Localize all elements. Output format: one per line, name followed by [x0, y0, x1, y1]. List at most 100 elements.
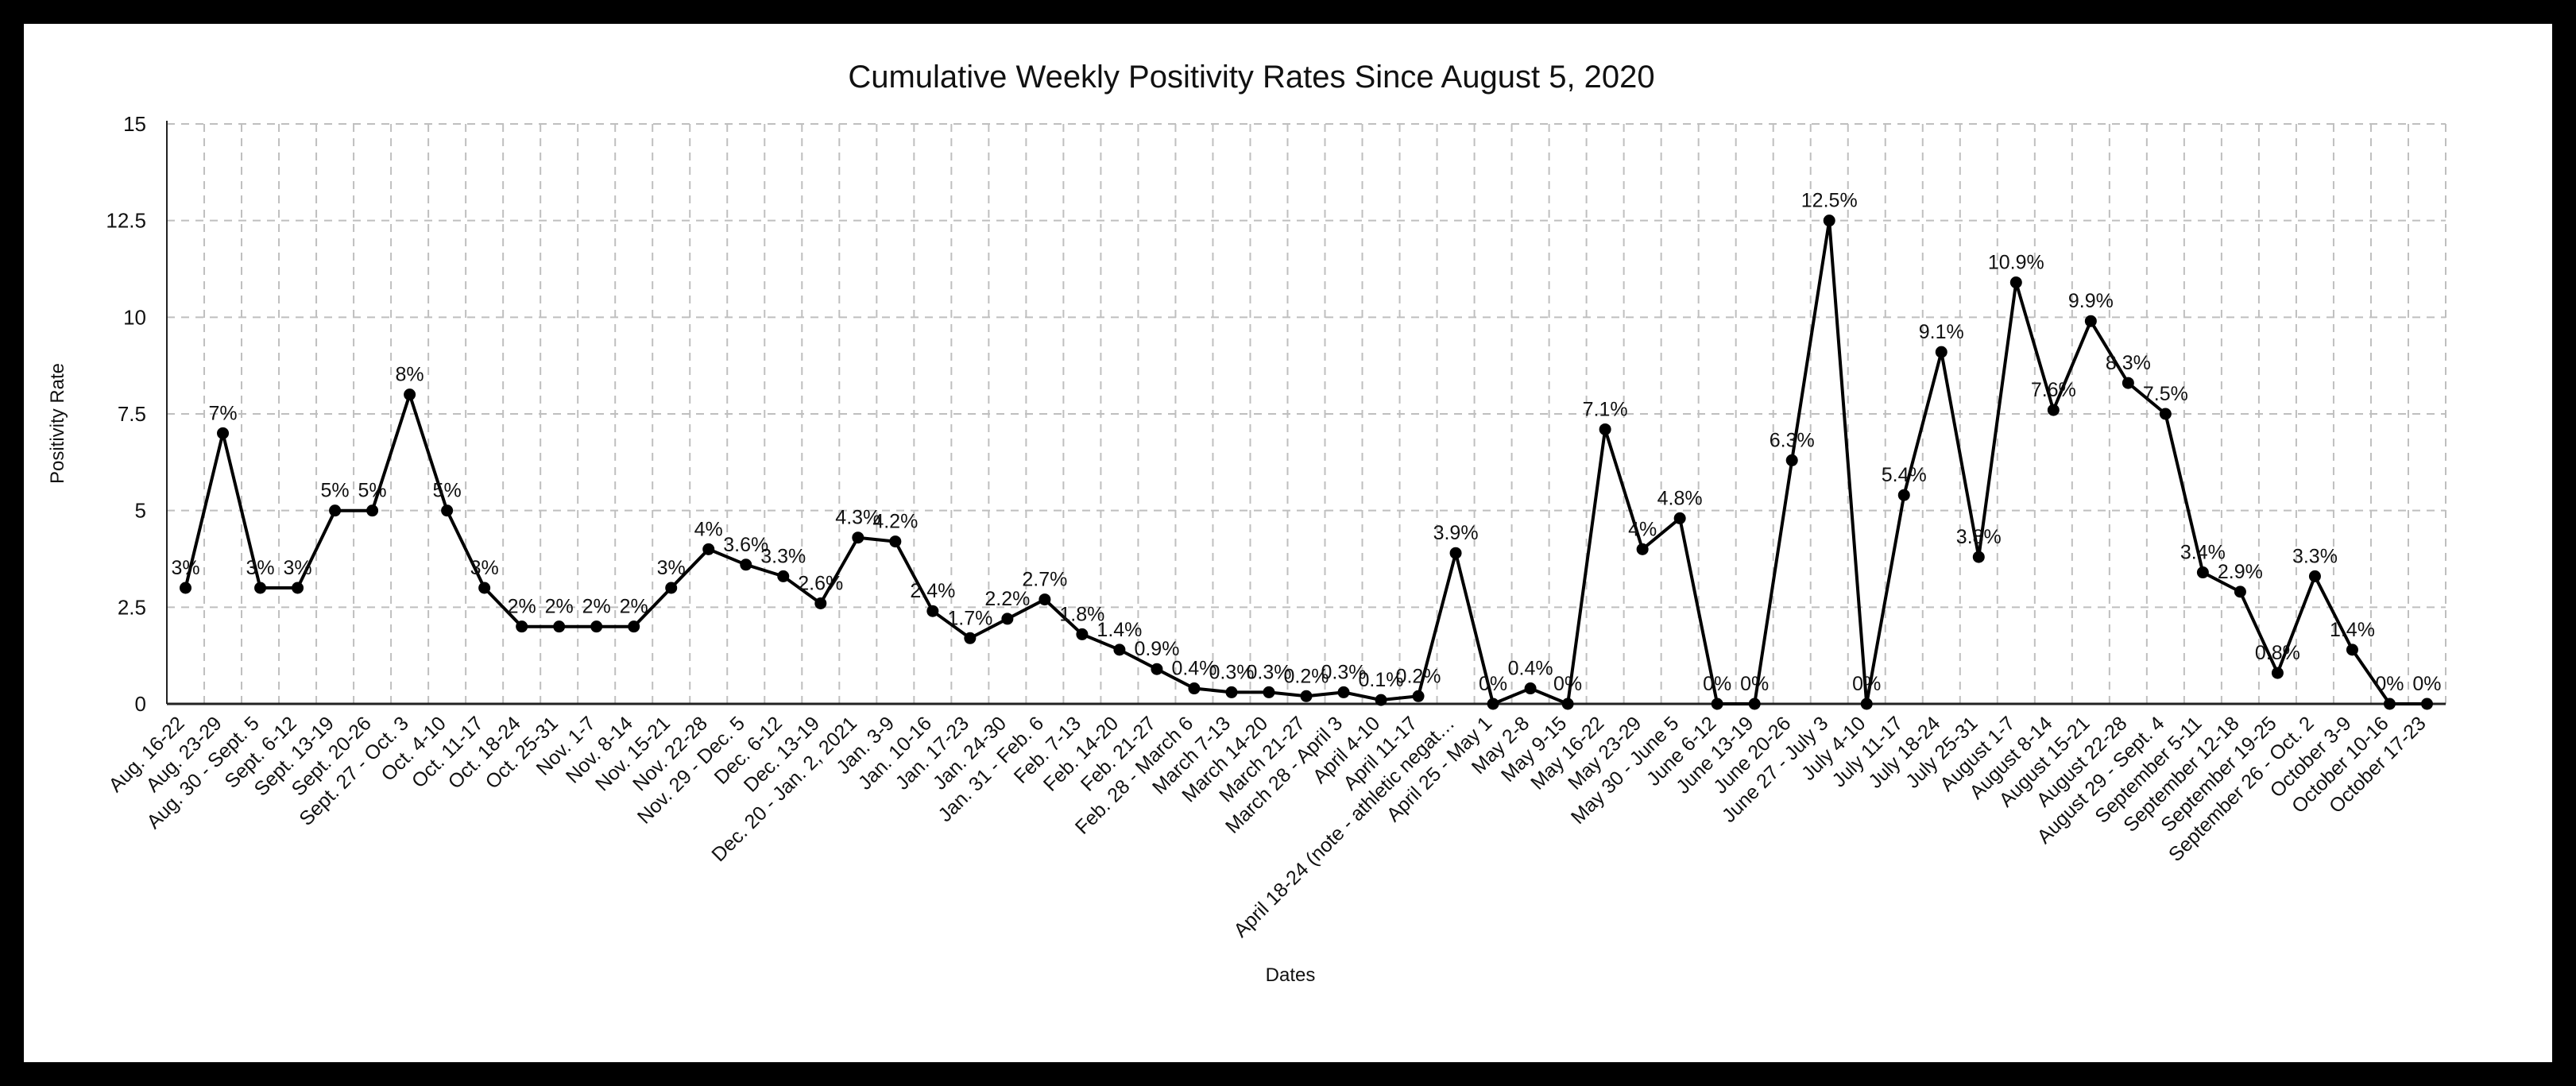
data-point	[2234, 586, 2246, 598]
data-label: 0%	[1479, 673, 1507, 695]
gridlines	[167, 123, 2446, 704]
data-label: 12.5%	[1801, 190, 1858, 212]
data-label: 4%	[1628, 518, 1657, 540]
data-label: 0.1%	[1359, 669, 1404, 691]
data-label: 10.9%	[1988, 252, 2044, 274]
data-point	[1113, 643, 1126, 656]
data-label: 4.3%	[835, 507, 880, 529]
data-label: 0%	[1852, 673, 1881, 695]
chart-frame: Cumulative Weekly Positivity Rates Since…	[24, 24, 2552, 1062]
data-point	[1897, 489, 1910, 501]
data-point	[1823, 214, 1835, 227]
data-point	[814, 597, 827, 609]
data-label: 2%	[545, 596, 574, 618]
y-tick-label: 12.5	[106, 209, 146, 233]
data-point	[2009, 276, 2022, 289]
data-point	[2308, 570, 2321, 582]
chart-title: Cumulative Weekly Positivity Rates Since…	[848, 60, 1654, 95]
data-label: 5.4%	[1882, 464, 1927, 486]
axes	[166, 121, 2446, 705]
data-label: 0.3%	[1209, 661, 1254, 683]
data-label: 0.2%	[1396, 665, 1441, 687]
data-point	[1673, 512, 1686, 524]
data-point	[1524, 682, 1537, 695]
data-label: 2.9%	[2218, 561, 2263, 583]
data-label: 0%	[1740, 673, 1769, 695]
data-point	[329, 504, 342, 517]
data-point	[2084, 315, 2097, 327]
data-label: 1.7%	[947, 607, 992, 629]
data-label: 5%	[433, 480, 462, 502]
data-label: 3%	[171, 557, 199, 579]
data-point	[2159, 408, 2172, 420]
data-point	[441, 504, 454, 517]
data-label: 0.8%	[2255, 642, 2300, 664]
data-point	[1375, 694, 1387, 706]
data-label: 0%	[1703, 673, 1731, 695]
data-label: 4%	[694, 518, 723, 540]
data-point	[852, 531, 864, 544]
data-label: 3.8%	[1956, 526, 2002, 548]
data-label: 0.4%	[1171, 658, 1216, 680]
data-label: 0.3%	[1246, 661, 1291, 683]
data-label: 1.4%	[2330, 619, 2375, 641]
data-label: 2%	[620, 596, 648, 618]
data-point	[1487, 698, 1499, 710]
data-point	[1151, 663, 1163, 675]
data-points	[180, 214, 2433, 710]
data-label: 3.3%	[760, 545, 806, 567]
y-tick-label: 5	[135, 499, 146, 523]
data-point	[1599, 423, 1611, 435]
data-label: 8.3%	[2106, 352, 2151, 374]
y-tick-label: 2.5	[118, 595, 146, 619]
data-point	[254, 582, 267, 594]
data-point	[366, 504, 379, 517]
data-point	[889, 535, 902, 548]
data-point	[964, 632, 977, 644]
data-label: 4.8%	[1657, 487, 1703, 509]
data-point	[1188, 682, 1201, 695]
data-label: 3%	[470, 557, 499, 579]
data-point	[2196, 566, 2209, 579]
data-point	[1039, 593, 1051, 606]
data-point	[1972, 551, 1985, 563]
data-label: 8%	[396, 364, 424, 386]
data-label: 2.2%	[984, 588, 1030, 610]
data-point	[1636, 543, 1649, 555]
data-point	[1748, 698, 1761, 710]
data-label: 7%	[208, 402, 237, 424]
data-label: 5%	[321, 480, 350, 502]
y-tick-label: 10	[123, 305, 146, 329]
data-label: 7.5%	[2143, 383, 2188, 405]
data-point	[1300, 690, 1313, 702]
y-tick-label: 7.5	[118, 402, 146, 426]
data-point	[292, 582, 304, 594]
data-label: 3%	[657, 557, 686, 579]
data-point	[1561, 698, 1574, 710]
data-point	[2271, 667, 2284, 679]
data-point	[180, 582, 192, 594]
data-point	[1225, 686, 1238, 698]
data-label: 0.2%	[1284, 665, 1329, 687]
data-point	[926, 605, 939, 617]
data-point	[1711, 698, 1723, 710]
data-point	[1001, 613, 1014, 625]
y-tick-label: 0	[135, 692, 146, 716]
data-point	[2346, 643, 2358, 656]
data-labels: 3%7%3% 3%5% 5%8%5%3%2% 2% 2% 2%3%4%3.6%3.3%2.…	[171, 190, 2441, 695]
data-label: 0%	[1553, 673, 1582, 695]
data-label: 9.9%	[2068, 290, 2114, 312]
data-point	[553, 620, 566, 633]
data-label: 3%	[246, 557, 274, 579]
data-point	[740, 558, 752, 571]
data-label: 0.3%	[1321, 661, 1367, 683]
data-point	[1337, 686, 1350, 698]
y-axis-label: Positivity Rate	[47, 363, 68, 484]
data-label: 2.7%	[1022, 569, 1067, 591]
data-label: 3%	[283, 557, 311, 579]
data-label: 0.9%	[1134, 638, 1179, 660]
data-label: 9.1%	[1919, 321, 1964, 343]
data-point	[1263, 686, 1275, 698]
data-point	[404, 388, 416, 401]
data-label: 2%	[508, 596, 536, 618]
